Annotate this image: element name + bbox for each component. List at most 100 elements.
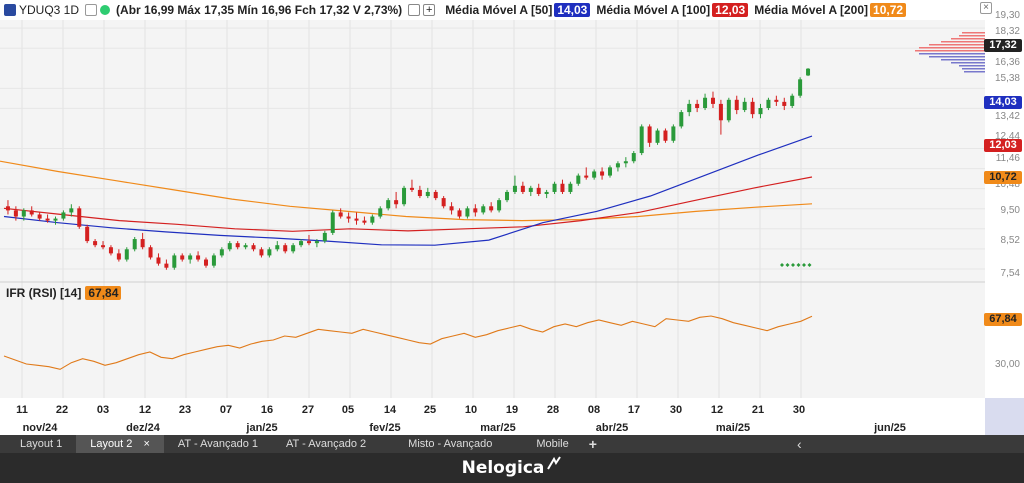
x-month-label: mar/25 (480, 422, 516, 434)
candle-body (568, 183, 573, 192)
add-tab-icon[interactable]: + (588, 436, 597, 452)
x-day-label: 11 (16, 404, 28, 416)
volume-profile-bar (964, 71, 985, 73)
signal-marker (780, 263, 784, 267)
volume-profile-bar (919, 53, 985, 55)
candle-body (433, 191, 438, 199)
candle-body (687, 103, 692, 113)
add-indicator-icon[interactable]: + (423, 4, 436, 16)
candle-body (37, 214, 42, 219)
chart-type-icon[interactable] (4, 4, 16, 16)
tab-mobile[interactable]: Mobile (536, 438, 569, 450)
volume-profile-bar (941, 59, 985, 61)
candle-body (536, 187, 541, 194)
candle-body (592, 171, 597, 178)
candle-body (703, 97, 708, 108)
rsi-value: 67,84 (85, 286, 122, 300)
candle-body (53, 218, 58, 221)
volume-profile-bar (962, 68, 985, 70)
settings-icon[interactable] (408, 4, 421, 16)
candle-body (631, 153, 636, 162)
candle-body (806, 68, 811, 76)
candle-body (172, 255, 177, 268)
candle-body (299, 241, 304, 246)
tab-close-icon[interactable]: × (143, 438, 150, 450)
tab-layout-2[interactable]: Layout 2 × (76, 435, 164, 453)
signal-marker (802, 263, 806, 267)
candle-body (116, 253, 121, 260)
candle-body (544, 191, 549, 194)
chart-header: YDUQ3 1D (Abr 16,99 Máx 17,35 Mín 16,96 … (0, 2, 912, 18)
candle-body (425, 191, 430, 197)
tab-misto-avancado[interactable]: Misto - Avançado (408, 438, 493, 450)
candle-body (196, 255, 201, 260)
candle-body (647, 126, 652, 143)
x-month-label: nov/24 (22, 422, 58, 434)
ma50-price-tag: 14,03 (984, 96, 1022, 109)
candle-body (798, 79, 803, 96)
y-axis-label: 10,48 (994, 179, 1020, 190)
y-axis-label: 8,52 (1000, 235, 1020, 246)
layout-tab-bar: Layout 1 Layout 2 × AT - Avançado 1 AT -… (0, 435, 1024, 453)
candle-body (259, 249, 264, 256)
candle-body (655, 130, 660, 143)
ma50-line (3, 135, 813, 246)
x-day-label: 21 (751, 404, 765, 416)
signal-marker (796, 263, 801, 267)
candle-body (560, 183, 565, 192)
x-month-label: mai/25 (715, 422, 751, 434)
candle-body (45, 218, 50, 221)
x-day-label: 14 (383, 404, 397, 416)
x-day-label: 19 (505, 404, 519, 416)
candle-body (204, 259, 208, 266)
x-day-label: 08 (587, 404, 601, 416)
candle-body (148, 247, 153, 258)
y-axis-label: 16,36 (994, 57, 1020, 68)
tab-at-avancado-1[interactable]: AT - Avançado 1 (177, 438, 259, 450)
candle-body (489, 206, 494, 211)
tab-at-avancado-2[interactable]: AT - Avançado 2 (286, 438, 367, 450)
y-axis-label: 9,50 (1000, 205, 1020, 216)
candle-body (180, 255, 185, 260)
status-dot-icon (100, 5, 111, 15)
symbol-label[interactable]: YDUQ3 1D (19, 3, 80, 17)
x-month-label: jun/25 (874, 422, 906, 434)
candle-body (600, 171, 605, 176)
candle-body (108, 247, 113, 254)
x-day-label: 22 (55, 404, 69, 416)
candle-body (663, 130, 668, 141)
ma200-value: 10,72 (870, 3, 907, 17)
x-day-label: 03 (96, 404, 110, 416)
volume-profile-bar (919, 47, 985, 49)
price-chart[interactable] (0, 0, 1024, 435)
candle-body (441, 198, 446, 207)
x-day-label: 25 (423, 404, 437, 416)
ma100-label: Média Móvel A [100] (596, 3, 711, 17)
candle-body (726, 99, 731, 121)
candle-body (615, 163, 620, 168)
x-month-label: abr/25 (595, 422, 629, 434)
candle-body (227, 243, 232, 250)
y-axis-label: 19,30 (994, 10, 1020, 21)
candle-body (386, 200, 391, 209)
y-axis-label: 7,54 (1000, 268, 1020, 279)
chart-area[interactable]: YDUQ3 1D (Abr 16,99 Máx 17,35 Mín 16,96 … (0, 0, 1024, 435)
candle-body (338, 212, 343, 217)
candle-body (69, 208, 74, 213)
ma100-price-tag: 12,03 (984, 139, 1022, 152)
collapse-arrow-icon[interactable]: ‹ (796, 436, 802, 452)
candle-body (639, 126, 644, 154)
ma200-price-tag: 10,72 (984, 171, 1022, 184)
link-icon[interactable] (85, 4, 98, 16)
ohlc-readout: (Abr 16,99 Máx 17,35 Mín 16,96 Fch 17,32… (116, 3, 403, 17)
rsi-axis-tag: 67,84 (984, 313, 1022, 326)
x-day-label: 05 (341, 404, 355, 416)
candle-body (188, 255, 193, 260)
signal-marker (807, 263, 812, 267)
ma50-label: Média Móvel A [50] (445, 3, 553, 17)
tab-layout-1[interactable]: Layout 1 (20, 438, 63, 450)
candle-body (77, 208, 82, 227)
close-icon[interactable]: × (980, 2, 992, 14)
candle-body (750, 101, 755, 115)
nelogica-logo: Nelogica (461, 458, 545, 478)
